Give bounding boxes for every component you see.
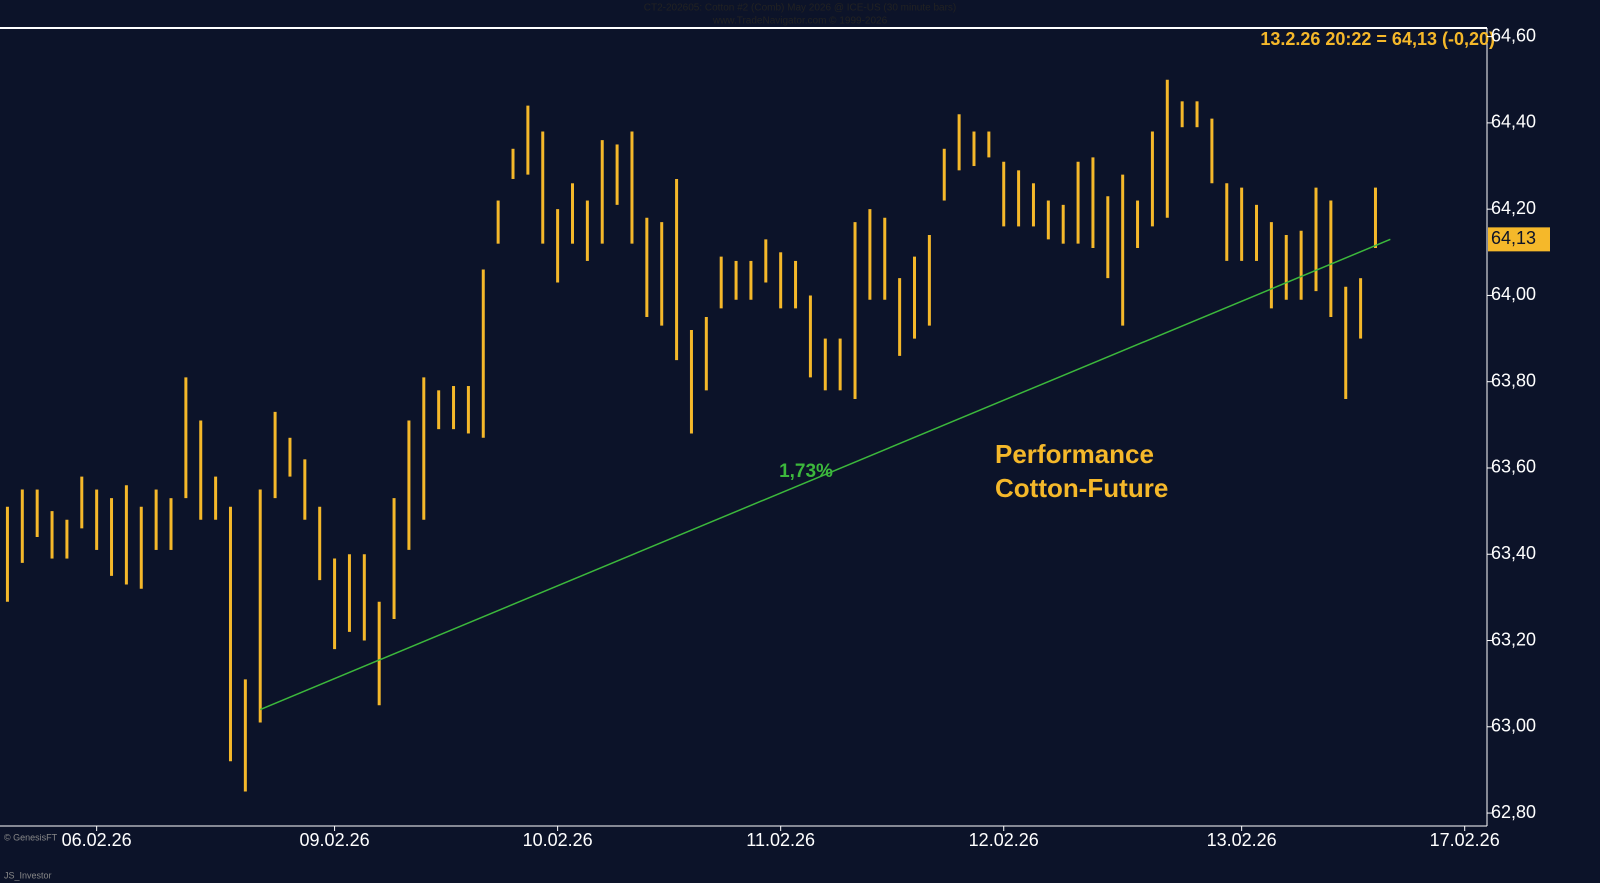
annotation: Performance Cotton-Future — [995, 439, 1168, 503]
footer: JS_Investor — [4, 870, 52, 880]
price-info: 13.2.26 20:22 = 64,13 (-0,20) — [1260, 29, 1495, 49]
x-tick-label: 13.02.26 — [1207, 830, 1277, 850]
trendline — [259, 238, 1391, 711]
y-tick-label: 64,40 — [1491, 112, 1536, 132]
last-value-label: 64,13 — [1491, 228, 1536, 248]
y-tick-label: 62,80 — [1491, 802, 1536, 822]
y-tick-label: 63,80 — [1491, 370, 1536, 390]
last-value-box — [1488, 227, 1550, 252]
y-tick-label: 63,60 — [1491, 457, 1536, 477]
x-tick-label: 09.02.26 — [300, 830, 370, 850]
y-tick-label: 64,60 — [1491, 25, 1536, 45]
x-tick-label: 06.02.26 — [62, 830, 132, 850]
trendline-label: 1,73% — [779, 461, 833, 482]
y-tick-label: 64,00 — [1491, 284, 1536, 304]
footer: © GenesisFT — [4, 832, 58, 842]
x-tick-label: 11.02.26 — [746, 830, 815, 850]
y-tick-label: 64,20 — [1491, 198, 1536, 218]
header: www.TradeNavigator.com © 1999-2026 — [712, 16, 888, 27]
y-tick-label: 63,20 — [1491, 629, 1536, 649]
x-tick-label: 17.02.26 — [1430, 830, 1500, 850]
y-tick-label: 63,00 — [1491, 716, 1536, 736]
x-tick-label: 12.02.26 — [969, 830, 1039, 850]
header: CT2-202605: Cotton #2 (Comb) May 2026 @ … — [644, 3, 957, 14]
x-tick-label: 10.02.26 — [523, 830, 593, 850]
y-tick-label: 63,40 — [1491, 543, 1536, 563]
